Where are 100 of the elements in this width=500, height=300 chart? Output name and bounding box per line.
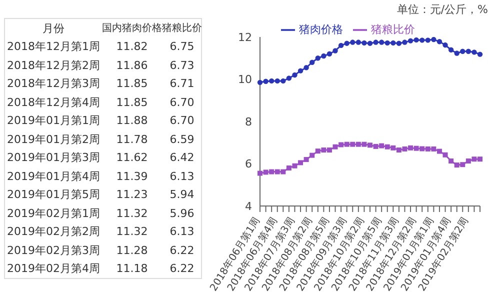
data-label: 6.75 [168,39,196,56]
point [390,145,396,150]
point [454,162,460,168]
data-label: 11.82 [115,39,149,56]
data-label: 11.39 [115,168,149,185]
point [442,152,448,158]
point [425,38,430,43]
data-label: 11.85 [115,76,149,92]
point [356,40,362,45]
data-label: 11.85 [115,94,149,111]
point [315,56,320,61]
category-label: 2019年02月第3周 [6,242,101,259]
point [362,142,367,147]
category-label: 2019年01月第5周 [6,187,101,204]
point [304,157,309,162]
data-label: 6.42 [168,150,196,166]
point [298,68,304,74]
data-label: 6.13 [168,224,196,240]
data-label: 6.70 [168,94,196,111]
point [321,53,326,59]
point [350,142,356,147]
point [326,148,332,153]
point [420,146,425,152]
point [436,148,442,154]
point [373,144,378,149]
point [472,50,477,55]
point [448,47,454,52]
point [408,145,414,150]
point [431,37,436,42]
point [477,52,483,57]
y-tick-label: 8 [245,115,252,128]
point [338,142,344,148]
point [338,42,344,48]
point [286,165,292,170]
point [280,78,286,84]
text: 月份 [42,20,66,37]
legend-label: 猪肉价格 [299,23,343,36]
point [402,40,408,45]
y-tick-label: 10 [238,73,252,86]
point [310,60,315,65]
point [431,146,436,152]
point [454,50,460,56]
data-label: 11.86 [115,58,149,74]
data-label: 6.22 [168,261,196,278]
text: 国内猪肉价格 [102,22,162,36]
point [344,142,350,147]
point [472,156,477,162]
data-label: 6.22 [168,242,196,259]
category-label: 2018年12月第3周 [6,76,101,92]
point [274,78,280,84]
y-tick-label: 12 [238,30,252,44]
point [326,51,332,56]
point [436,39,442,44]
point [460,162,466,168]
category-label: 2019年01月第1周 [6,113,101,130]
point [466,158,471,164]
point [304,65,309,70]
point [332,48,338,54]
point [263,78,268,84]
point [263,170,268,175]
point [420,38,425,43]
category-label: 2019年01月第2周 [6,132,101,148]
point [258,170,262,176]
data-label: 11.32 [115,206,149,222]
point [384,144,390,150]
point [402,146,408,152]
text: 猪粮比价 [162,22,202,36]
point [425,146,430,152]
point [384,40,390,46]
point [321,148,326,153]
category-label: 2018年12月第2周 [6,58,101,74]
data-label: 11.18 [115,261,149,278]
point [414,37,419,43]
point [350,40,356,45]
point [460,48,466,54]
point [344,40,350,46]
point [408,38,414,44]
point [280,169,286,174]
point [257,80,263,86]
point [390,40,396,46]
point [298,160,304,166]
point [356,142,361,147]
point [292,163,298,168]
point [274,169,280,174]
data-label: 11.32 [115,224,149,240]
point [466,48,472,54]
data-label: 11.28 [115,242,149,259]
data-label: 11.78 [115,132,149,148]
data-label: 5.94 [168,187,196,204]
point [332,144,338,150]
point [396,40,402,46]
category-label: 2018年12月第4周 [6,94,101,111]
data-label: 11.62 [115,150,149,166]
point [367,40,373,46]
point [268,78,274,84]
data-label: 6.70 [168,113,196,130]
point [478,156,482,162]
point [442,42,448,48]
point [362,40,367,46]
point [448,158,454,164]
